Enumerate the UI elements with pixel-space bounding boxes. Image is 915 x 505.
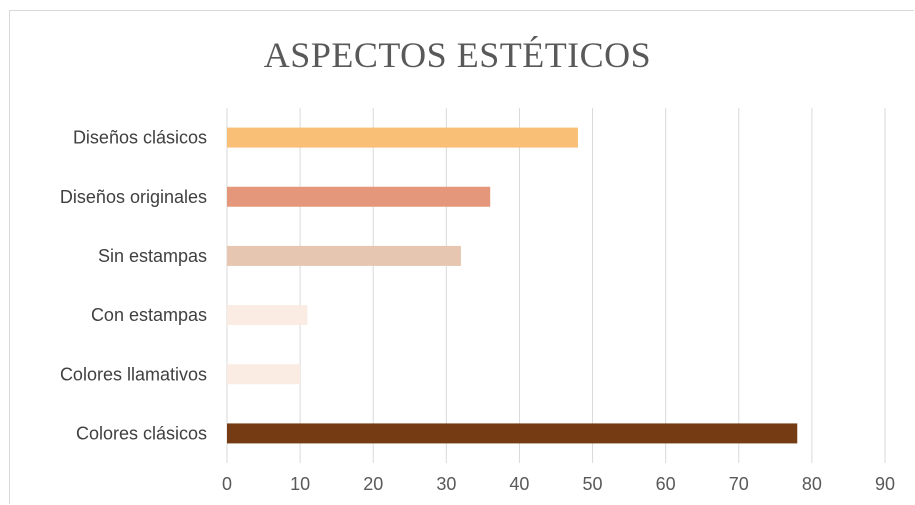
x-tick-label: 20 bbox=[363, 474, 383, 494]
bar-4 bbox=[227, 364, 301, 385]
bar-3 bbox=[227, 305, 308, 326]
bar-0 bbox=[227, 127, 578, 148]
chart-title: ASPECTOS ESTÉTICOS bbox=[263, 35, 652, 75]
category-label: Colores llamativos bbox=[60, 364, 207, 384]
x-tick-label: 90 bbox=[875, 474, 895, 494]
bar-1 bbox=[227, 186, 491, 207]
bar-5 bbox=[227, 423, 798, 444]
x-tick-label: 40 bbox=[509, 474, 529, 494]
x-tick-label: 0 bbox=[222, 474, 232, 494]
x-tick-label: 60 bbox=[656, 474, 676, 494]
category-label: Diseños clásicos bbox=[73, 128, 207, 148]
x-tick-label: 80 bbox=[802, 474, 822, 494]
bars bbox=[227, 127, 798, 444]
x-tick-label: 30 bbox=[436, 474, 456, 494]
chart-frame bbox=[9, 10, 914, 504]
x-tick-labels: 0 10 20 30 40 50 60 70 80 90 bbox=[222, 474, 895, 494]
category-labels: Diseños clásicos Diseños originales Sin es… bbox=[60, 128, 207, 444]
x-tick-label: 10 bbox=[290, 474, 310, 494]
category-label: Con estampas bbox=[91, 305, 207, 325]
category-label: Diseños originales bbox=[60, 187, 207, 207]
gridlines bbox=[226, 108, 886, 463]
category-label: Colores clásicos bbox=[76, 423, 207, 443]
category-label: Sin estampas bbox=[98, 246, 207, 266]
x-tick-label: 50 bbox=[583, 474, 603, 494]
x-tick-label: 70 bbox=[729, 474, 749, 494]
bar-2 bbox=[227, 245, 461, 266]
